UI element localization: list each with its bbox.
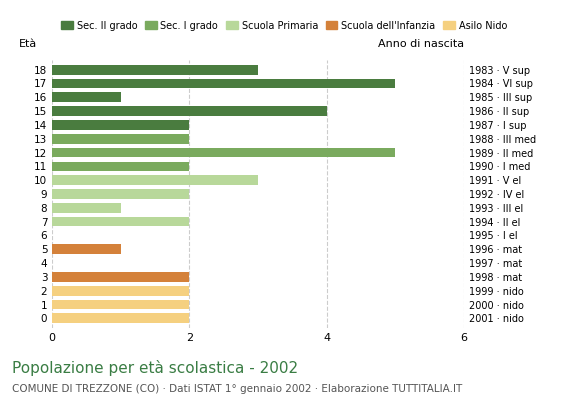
Bar [52, 189, 190, 199]
Bar [52, 79, 396, 88]
Text: COMUNE DI TREZZONE (CO) · Dati ISTAT 1° gennaio 2002 · Elaborazione TUTTITALIA.I: COMUNE DI TREZZONE (CO) · Dati ISTAT 1° … [12, 384, 462, 394]
Bar [52, 244, 121, 254]
Text: Popolazione per età scolastica - 2002: Popolazione per età scolastica - 2002 [12, 360, 298, 376]
Bar [52, 65, 258, 74]
Bar [52, 92, 121, 102]
Bar [52, 272, 190, 282]
Text: Età: Età [19, 39, 38, 49]
Bar [52, 314, 190, 323]
Bar [52, 134, 190, 144]
Bar [52, 286, 190, 296]
Bar [52, 148, 396, 157]
Bar [52, 217, 190, 226]
Bar [52, 162, 190, 171]
Text: Anno di nascita: Anno di nascita [378, 39, 464, 49]
Bar [52, 175, 258, 185]
Legend: Sec. II grado, Sec. I grado, Scuola Primaria, Scuola dell'Infanzia, Asilo Nido: Sec. II grado, Sec. I grado, Scuola Prim… [57, 17, 511, 34]
Bar [52, 120, 190, 130]
Bar [52, 300, 190, 309]
Bar [52, 106, 327, 116]
Bar [52, 203, 121, 213]
